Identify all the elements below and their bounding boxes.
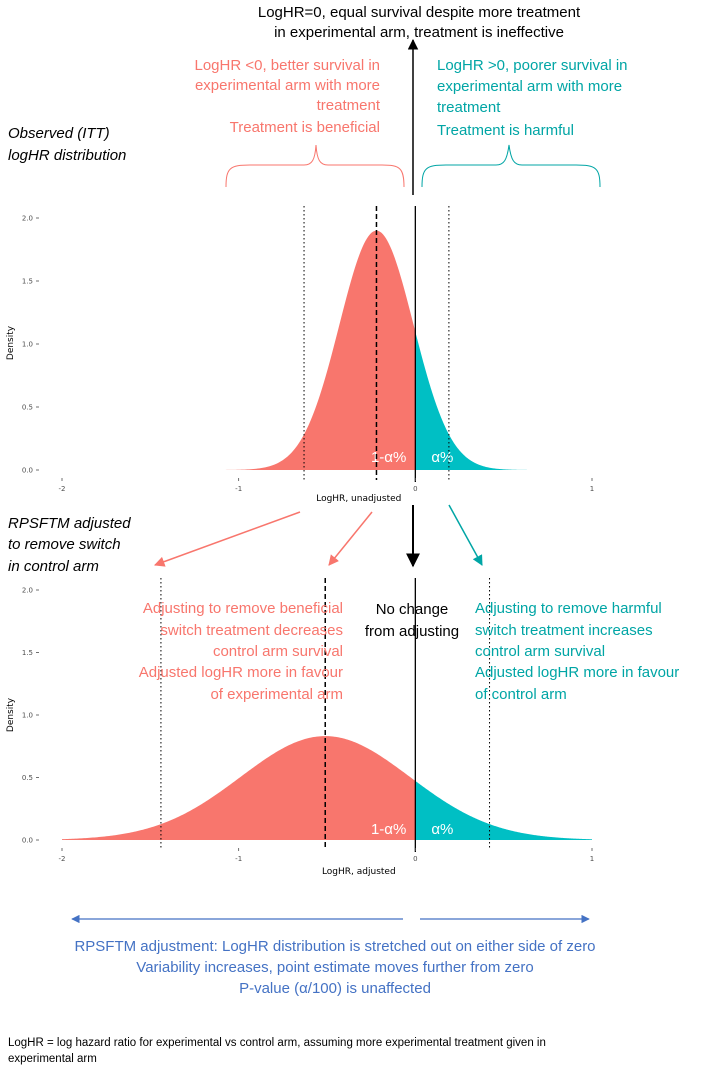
left-brace	[225, 144, 405, 188]
rpsftm-label-1: RPSFTM adjusted	[8, 515, 131, 532]
arrow-ci-low	[154, 511, 301, 567]
x-tick-label: 0	[413, 855, 417, 863]
itt-label-2: logHR distribution	[8, 147, 126, 164]
y-tick-label: 1.0	[22, 341, 33, 349]
y-tick-label: 2.0	[22, 587, 33, 595]
y-tick-label: 1.5	[22, 278, 33, 286]
region-label-negative: 1-α%	[371, 821, 406, 838]
y-tick-label: 1.5	[22, 649, 33, 657]
chart-adjusted: 1-α% α% 0.0 0.5 1.0 1.5 2.0 -2 -1 0 1 LogHR, adjust…	[6, 578, 594, 877]
region-label-positive: α%	[431, 449, 453, 466]
chart-observed: 1-α% α% 0.0 0.5 1.0 1.5 2.0 -2 -1 0 1 LogHR, unadju…	[6, 206, 594, 504]
mid-right-annot-4: Adjusted logHR more in favour	[475, 664, 679, 681]
summary-line-2: Variability increases, point estimate mo…	[136, 959, 533, 976]
y-tick-label: 0.0	[22, 837, 33, 845]
top-left-annot-2: experimental arm with more	[195, 77, 380, 94]
rpsftm-label-2: to remove switch	[8, 536, 121, 553]
mid-right-annot-5: of control arm	[475, 686, 567, 703]
x-tick-label: -2	[59, 855, 66, 863]
mid-left-annot-1: Adjusting to remove beneficial	[143, 600, 343, 617]
footnote-line-2: experimental arm	[8, 1053, 97, 1065]
mid-left-annot-3: control arm survival	[213, 643, 343, 660]
y-tick-label: 0.0	[22, 467, 33, 475]
mid-left-annot-2: switch treatment decreases	[160, 622, 343, 639]
y-axis-label: Density	[6, 697, 16, 732]
arrow-mean	[328, 511, 373, 566]
x-tick-label: 1	[590, 855, 594, 863]
mid-center-annot-1: No change	[376, 601, 449, 618]
footnote-line-1: LogHR = log hazard ratio for experimenta…	[8, 1037, 546, 1049]
summary-line-1: RPSFTM adjustment: LogHR distribution is…	[74, 938, 595, 955]
mid-right-annot-3: control arm survival	[475, 643, 605, 660]
density-area-negative	[62, 230, 416, 470]
x-tick-label: 0	[413, 485, 417, 493]
mid-center-annot-2: from adjusting	[365, 623, 459, 640]
density-area-negative	[62, 736, 416, 840]
mid-left-annot-5: of experimental arm	[210, 686, 343, 703]
header-line-1: LogHR=0, equal survival despite more tre…	[258, 4, 581, 21]
x-tick-label: -2	[59, 485, 66, 493]
x-tick-label: -1	[235, 485, 242, 493]
mid-right-annot-2: switch treatment increases	[475, 622, 653, 639]
y-axis-label: Density	[6, 325, 16, 360]
rpsftm-label-3: in control arm	[8, 558, 99, 575]
mid-right-annot-1: Adjusting to remove harmful	[475, 600, 662, 617]
top-right-annot-3: treatment	[437, 99, 501, 116]
summary-line-3: P-value (α/100) is unaffected	[239, 980, 431, 997]
top-right-annot-2: experimental arm with more	[437, 78, 622, 95]
y-tick-label: 0.5	[22, 404, 33, 412]
mid-left-annot-4: Adjusted logHR more in favour	[139, 664, 343, 681]
y-tick-label: 1.0	[22, 712, 33, 720]
right-brace	[421, 144, 601, 188]
header-line-2: in experimental arm, treatment is ineffe…	[274, 24, 564, 41]
itt-label-1: Observed (ITT)	[8, 125, 110, 142]
y-tick-label: 2.0	[22, 215, 33, 223]
top-left-annot-1: LogHR <0, better survival in	[194, 57, 380, 74]
density-area-positive	[415, 331, 592, 470]
top-left-annot-3: treatment	[317, 97, 381, 114]
arrow-ci-high	[448, 504, 483, 566]
top-left-annot-4: Treatment is beneficial	[230, 119, 380, 136]
x-axis-label: LogHR, adjusted	[322, 867, 396, 877]
top-right-annot-4: Treatment is harmful	[437, 122, 574, 139]
x-axis-label: LogHR, unadjusted	[316, 494, 401, 504]
region-label-positive: α%	[431, 821, 453, 838]
x-tick-label: -1	[235, 855, 242, 863]
top-right-annot-1: LogHR >0, poorer survival in	[437, 57, 628, 74]
y-tick-label: 0.5	[22, 774, 33, 782]
density-area-positive	[415, 780, 592, 840]
x-tick-label: 1	[590, 485, 594, 493]
region-label-negative: 1-α%	[371, 449, 406, 466]
